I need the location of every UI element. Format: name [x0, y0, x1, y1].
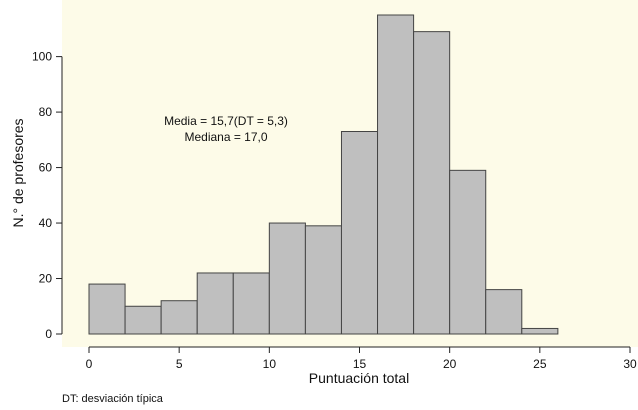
y-tick-label: 60: [39, 161, 53, 175]
x-tick-label: 20: [443, 357, 457, 371]
y-tick-label: 40: [39, 216, 53, 230]
histogram-bar: [268, 222, 306, 335]
x-tick-label: 30: [623, 357, 637, 371]
y-tick-label: 100: [32, 50, 52, 64]
histogram-bar: [88, 283, 126, 335]
annotation-mean: Media = 15,7(DT = 5,3): [164, 114, 288, 128]
x-tick-label: 15: [353, 357, 367, 371]
y-tick-label: 0: [45, 327, 52, 341]
histogram-bar: [377, 14, 415, 335]
histogram-bar: [304, 225, 342, 335]
histogram-bar: [124, 305, 162, 335]
footnote: DT: desviación típica: [62, 393, 163, 405]
histogram-bar: [413, 31, 451, 335]
y-axis-title: N.° de profesores: [10, 118, 26, 227]
histogram-bar: [160, 300, 198, 335]
histogram-bar: [485, 289, 523, 335]
histogram-bar: [196, 272, 234, 335]
x-tick-label: 10: [263, 357, 277, 371]
x-tick-label: 0: [86, 357, 93, 371]
histogram-bar: [521, 327, 559, 335]
axes-group: 0 5 10 15 20 25 30 0 20 40 60 80 100: [32, 50, 637, 371]
histogram-bar: [449, 169, 487, 335]
histogram-bar: [340, 131, 379, 335]
x-tick-label: 5: [176, 357, 183, 371]
x-tick-label: 25: [533, 357, 547, 371]
annotation-median: Mediana = 17,0: [184, 130, 267, 144]
x-axis-title: Puntuación total: [309, 370, 409, 386]
y-tick-label: 20: [39, 272, 53, 286]
histogram-bar: [232, 272, 270, 335]
bars-group: [88, 14, 559, 335]
y-tick-label: 80: [39, 105, 53, 119]
